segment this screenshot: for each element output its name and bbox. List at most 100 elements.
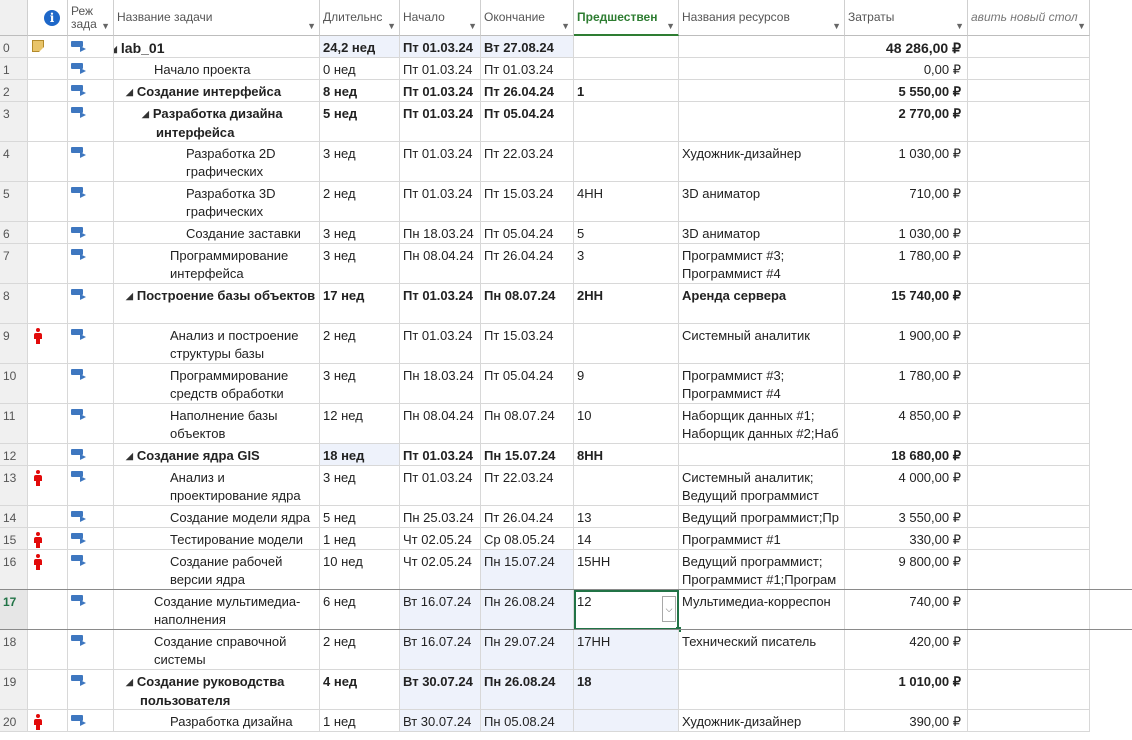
resource-names-cell[interactable]: Программист #1	[679, 528, 845, 550]
indicator-cell[interactable]	[28, 222, 68, 244]
predecessors-cell[interactable]	[574, 466, 679, 506]
predecessors-cell[interactable]: 17НН	[574, 630, 679, 670]
row-number[interactable]: 17	[0, 590, 28, 630]
indicator-cell[interactable]	[28, 142, 68, 182]
task-name-cell[interactable]: ◢ Разработка дизайна интерфейса	[114, 102, 320, 142]
task-name-cell[interactable]: Программирование средств обработки базы	[114, 364, 320, 404]
indicator-cell[interactable]	[28, 466, 68, 506]
finish-cell[interactable]: Пт 26.04.24	[481, 244, 574, 284]
duration-cell[interactable]: 3 нед	[320, 466, 400, 506]
start-cell[interactable]: Пт 01.03.24	[400, 284, 481, 324]
start-cell[interactable]: Пн 18.03.24	[400, 364, 481, 404]
indicator-cell[interactable]	[28, 404, 68, 444]
indicator-cell[interactable]	[28, 36, 68, 58]
select-all-corner[interactable]	[0, 0, 28, 36]
cost-cell[interactable]: 1 030,00 ₽	[845, 142, 968, 182]
duration-cell[interactable]: 1 нед	[320, 710, 400, 732]
indicator-cell[interactable]	[28, 630, 68, 670]
finish-cell[interactable]: Пт 22.03.24	[481, 142, 574, 182]
start-cell[interactable]: Пт 01.03.24	[400, 102, 481, 142]
add-column-cell[interactable]	[968, 630, 1090, 670]
indicator-cell[interactable]	[28, 182, 68, 222]
task-name-cell[interactable]: Создание заставки	[114, 222, 320, 244]
predecessors-cell[interactable]: 3	[574, 244, 679, 284]
predecessors-cell[interactable]: 18	[574, 670, 679, 710]
collapse-toggle-icon[interactable]: ◢	[126, 291, 133, 301]
indicator-cell[interactable]	[28, 284, 68, 324]
start-cell[interactable]: Пт 01.03.24	[400, 80, 481, 102]
row-number[interactable]: 20	[0, 710, 28, 732]
finish-cell[interactable]: Пт 05.04.24	[481, 364, 574, 404]
resource-names-cell[interactable]: Ведущий программист;Пр	[679, 506, 845, 528]
add-column-cell[interactable]	[968, 36, 1090, 58]
task-mode-cell[interactable]	[68, 466, 114, 506]
table-row[interactable]: 19 ◢ Создание руководства пользователя 4 не…	[0, 670, 1132, 710]
cost-cell[interactable]: 1 780,00 ₽	[845, 244, 968, 284]
resource-names-cell[interactable]: Программист #3; Программист #4	[679, 364, 845, 404]
predecessors-cell[interactable]	[574, 142, 679, 182]
task-name-cell[interactable]: Создание модели ядра	[114, 506, 320, 528]
table-row[interactable]: 4 Разработка 2D графических 3 нед Пт 01.03.…	[0, 142, 1132, 182]
resource-names-cell[interactable]	[679, 36, 845, 58]
row-number[interactable]: 2	[0, 80, 28, 102]
task-name-cell[interactable]: Создание рабочей версии ядра	[114, 550, 320, 590]
finish-cell[interactable]: Пт 15.03.24	[481, 182, 574, 222]
duration-cell[interactable]: 8 нед	[320, 80, 400, 102]
header-task-name[interactable]: Название задачи ▼	[114, 0, 320, 36]
resource-names-cell[interactable]: Системный аналитик	[679, 324, 845, 364]
duration-cell[interactable]: 3 нед	[320, 142, 400, 182]
chevron-down-icon[interactable]: ▼	[832, 21, 841, 31]
indicator-cell[interactable]	[28, 364, 68, 404]
task-mode-cell[interactable]	[68, 528, 114, 550]
header-task-mode[interactable]: Реж зада ▼	[68, 0, 114, 36]
collapse-toggle-icon[interactable]: ◢	[126, 451, 133, 461]
header-start[interactable]: Начало ▼	[400, 0, 481, 36]
duration-cell[interactable]: 12 нед	[320, 404, 400, 444]
task-name-cell[interactable]: ◢ Построение базы объектов	[114, 284, 320, 324]
predecessors-cell[interactable]	[574, 58, 679, 80]
resource-names-cell[interactable]: Мультимедиа-корреспон	[679, 590, 845, 630]
finish-cell[interactable]: Пт 26.04.24	[481, 506, 574, 528]
duration-cell[interactable]: 10 нед	[320, 550, 400, 590]
resource-names-cell[interactable]	[679, 102, 845, 142]
start-cell[interactable]: Вт 16.07.24	[400, 630, 481, 670]
start-cell[interactable]: Пн 08.04.24	[400, 404, 481, 444]
table-row[interactable]: 7 Программирование интерфейса 3 нед Пн 08.0…	[0, 244, 1132, 284]
cost-cell[interactable]: 3 550,00 ₽	[845, 506, 968, 528]
start-cell[interactable]: Пт 01.03.24	[400, 466, 481, 506]
predecessors-cell[interactable]: 2НН	[574, 284, 679, 324]
task-name-cell[interactable]: Тестирование модели ядра	[114, 528, 320, 550]
row-number[interactable]: 18	[0, 630, 28, 670]
task-name-cell[interactable]: Начало проекта	[114, 58, 320, 80]
duration-cell[interactable]: 5 нед	[320, 506, 400, 528]
duration-cell[interactable]: 6 нед	[320, 590, 400, 630]
task-mode-cell[interactable]	[68, 222, 114, 244]
table-row[interactable]: 12 ◢ Создание ядра GIS 18 нед Пт 01.03.24 Пн …	[0, 444, 1132, 466]
task-name-cell[interactable]: ◢ Создание руководства пользователя	[114, 670, 320, 710]
indicator-cell[interactable]	[28, 444, 68, 466]
resource-names-cell[interactable]: Системный аналитик; Ведущий программист	[679, 466, 845, 506]
row-number[interactable]: 19	[0, 670, 28, 710]
header-finish[interactable]: Окончание ▼	[481, 0, 574, 36]
predecessors-cell[interactable]: 5	[574, 222, 679, 244]
row-number[interactable]: 15	[0, 528, 28, 550]
table-row[interactable]: 9 Анализ и построение структуры базы 2 нед…	[0, 324, 1132, 364]
predecessors-cell[interactable]: 14	[574, 528, 679, 550]
add-column-cell[interactable]	[968, 364, 1090, 404]
cost-cell[interactable]: 4 850,00 ₽	[845, 404, 968, 444]
add-column-cell[interactable]	[968, 444, 1090, 466]
row-number[interactable]: 16	[0, 550, 28, 590]
finish-cell[interactable]: Пн 15.07.24	[481, 444, 574, 466]
add-column-cell[interactable]	[968, 528, 1090, 550]
chevron-down-icon[interactable]: ▼	[468, 21, 477, 31]
indicator-cell[interactable]	[28, 58, 68, 80]
resource-names-cell[interactable]: Художник-дизайнер	[679, 142, 845, 182]
resource-names-cell[interactable]: Программист #3; Программист #4	[679, 244, 845, 284]
table-row[interactable]: 11 Наполнение базы объектов 12 нед Пн 08.04…	[0, 404, 1132, 444]
indicator-cell[interactable]	[28, 550, 68, 590]
task-mode-cell[interactable]	[68, 710, 114, 732]
start-cell[interactable]: Вт 30.07.24	[400, 710, 481, 732]
predecessors-dropdown-button[interactable]: ⌵	[662, 596, 676, 622]
finish-cell[interactable]: Пн 05.08.24	[481, 710, 574, 732]
